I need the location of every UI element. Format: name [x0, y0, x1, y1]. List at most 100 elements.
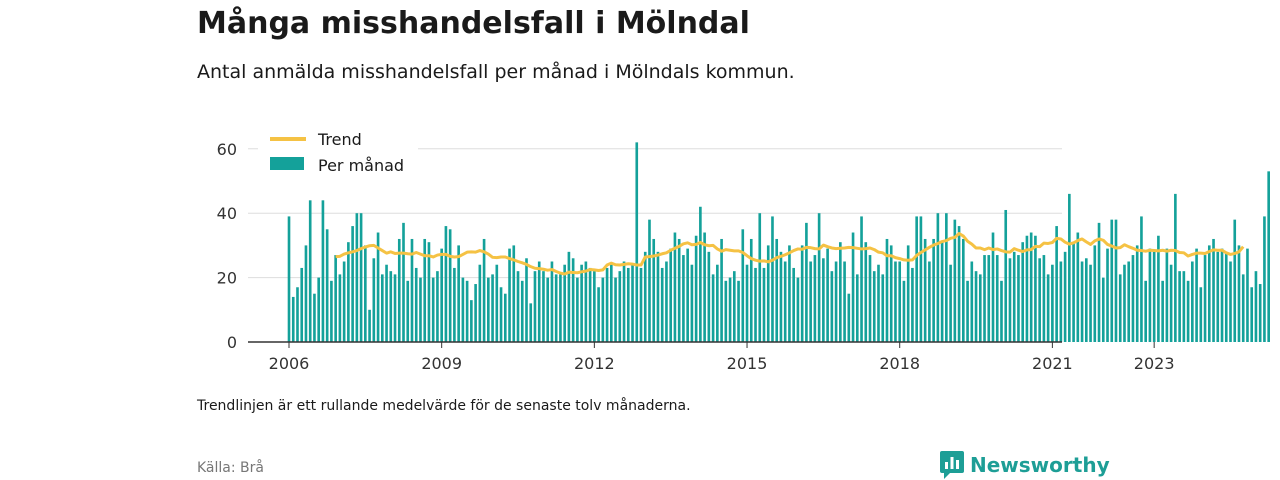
bar: [1063, 251, 1067, 342]
page-subtitle: Antal anmälda misshandelsfall per månad …: [197, 61, 795, 83]
bar: [436, 271, 439, 342]
bar: [1084, 258, 1088, 342]
bar: [762, 267, 766, 342]
bar: [885, 238, 889, 342]
bar: [512, 245, 516, 342]
bar: [601, 277, 605, 342]
bar: [847, 293, 851, 342]
bar: [855, 274, 859, 342]
page-title: Många misshandelsfall i Mölndal: [197, 6, 750, 41]
bar: [491, 274, 494, 342]
bar: [626, 267, 630, 342]
chart: 0 20 40 60 2006 2009 2012 2015 2018 2021 2023 Tren…: [217, 128, 1270, 373]
bar: [474, 284, 477, 342]
bar: [906, 245, 910, 342]
newsworthy-logo-icon: [940, 451, 964, 479]
bar: [677, 238, 681, 342]
bar: [966, 280, 969, 342]
bar: [1055, 226, 1058, 342]
bar: [440, 248, 443, 342]
bar: [1199, 287, 1203, 342]
bar: [1233, 219, 1237, 342]
bar: [397, 238, 401, 342]
bar: [368, 309, 371, 342]
y-tick-label: 60: [217, 140, 237, 159]
bar: [529, 303, 533, 342]
bar: [402, 222, 405, 342]
y-tick-label: 0: [227, 333, 237, 352]
bar: [1216, 251, 1220, 342]
bar: [1131, 255, 1135, 342]
bar: [487, 277, 490, 342]
bar: [987, 255, 991, 342]
bar: [915, 216, 918, 342]
bar: [347, 242, 350, 342]
x-tick-label: 2012: [574, 354, 615, 373]
bar: [911, 267, 914, 342]
bar: [779, 251, 783, 342]
bar: [605, 267, 609, 342]
bar: [643, 251, 647, 342]
bar: [1263, 216, 1266, 342]
bar: [796, 277, 800, 342]
bar: [313, 293, 316, 342]
bar: [686, 248, 689, 342]
bar: [843, 261, 846, 342]
bar: [660, 267, 664, 342]
bar: [928, 261, 931, 342]
bar: [732, 271, 736, 342]
bar: [1042, 255, 1046, 342]
x-tick-label: 2009: [421, 354, 462, 373]
bar: [639, 267, 643, 342]
bar: [877, 264, 880, 342]
bar: [296, 287, 299, 342]
bar: [690, 264, 694, 342]
bar: [1118, 274, 1122, 342]
bar: [1174, 193, 1177, 342]
bar: [622, 261, 626, 342]
bar: [364, 245, 367, 342]
newsworthy-logo[interactable]: Newsworthy: [940, 451, 1110, 479]
bar: [588, 267, 592, 342]
bar: [351, 226, 354, 342]
bar: [1229, 261, 1232, 342]
bar: [648, 219, 651, 342]
bar: [482, 238, 486, 342]
bar: [461, 277, 465, 342]
bar: [673, 232, 677, 342]
bar: [1038, 258, 1041, 342]
bar: [881, 274, 885, 342]
bar: [453, 267, 456, 342]
bar: [1157, 235, 1160, 342]
newsworthy-logo-text: Newsworthy: [970, 453, 1110, 477]
bar: [783, 261, 787, 342]
bar: [503, 293, 507, 342]
x-tick-label: 2018: [879, 354, 920, 373]
bar: [1250, 287, 1254, 342]
bar: [1161, 280, 1164, 342]
bar: [1140, 216, 1143, 342]
bar: [771, 216, 774, 342]
legend-background: [258, 128, 418, 180]
source: Källa: Brå: [197, 460, 264, 476]
bar: [1004, 209, 1008, 342]
bar: [1152, 251, 1156, 342]
bar: [1182, 271, 1186, 342]
bar: [995, 255, 999, 342]
bar: [516, 271, 520, 342]
bar: [533, 271, 537, 342]
bar: [567, 251, 571, 342]
bar: [389, 271, 393, 342]
bar: [1186, 280, 1190, 342]
bar-layer: [287, 142, 1270, 342]
bar: [1101, 277, 1105, 342]
bar: [923, 238, 927, 342]
bar: [809, 261, 812, 342]
x-tick-label: 2015: [727, 354, 768, 373]
bar: [669, 248, 673, 342]
bar: [656, 251, 660, 342]
bar: [1076, 232, 1080, 342]
bar: [1267, 171, 1270, 342]
bar: [728, 277, 732, 342]
bar: [580, 264, 583, 342]
